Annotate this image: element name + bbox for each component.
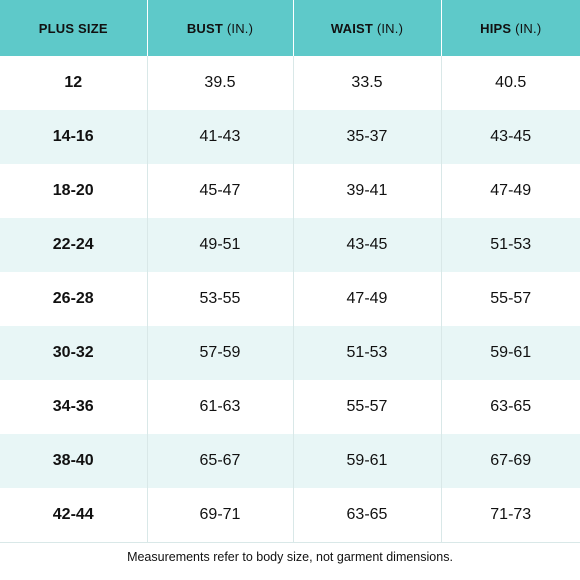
header-bust: BUST (IN.) <box>147 0 294 56</box>
table-row: 42-44 69-71 63-65 71-73 <box>0 488 580 543</box>
bust-cell: 65-67 <box>147 434 294 488</box>
header-plus-size: PLUS SIZE <box>0 0 148 56</box>
size-cell: 34-36 <box>0 380 148 434</box>
table-row: 38-40 65-67 59-61 67-69 <box>0 434 580 488</box>
size-cell: 38-40 <box>0 434 148 488</box>
hips-cell: 40.5 <box>495 74 527 91</box>
waist-cell: 43-45 <box>293 218 442 272</box>
size-cell: 14-16 <box>0 110 148 164</box>
size-table: PLUS SIZE BUST (IN.) WAIST (IN.) HIPS (I… <box>0 0 580 543</box>
bust-cell: 41-43 <box>147 110 294 164</box>
hips-cell: 63-65 <box>490 398 532 415</box>
header-waist: WAIST (IN.) <box>293 0 442 56</box>
bust-cell: 53-55 <box>147 272 294 326</box>
header-bust-unit: (IN.) <box>223 20 254 36</box>
footnote: Measurements refer to body size, not gar… <box>127 550 453 564</box>
waist-cell: 63-65 <box>293 488 442 543</box>
waist-cell: 35-37 <box>293 110 442 164</box>
header-bust-label: BUST <box>186 20 224 36</box>
header-waist-unit: (IN.) <box>373 20 404 36</box>
size-cell: 12 <box>0 56 148 110</box>
bust-cell: 49-51 <box>147 218 294 272</box>
waist-cell: 51-53 <box>293 326 442 380</box>
hips-cell: 47-49 <box>490 182 532 199</box>
header-hips-unit: (IN.) <box>511 20 542 36</box>
bust-cell: 61-63 <box>147 380 294 434</box>
header-waist-label: WAIST <box>330 20 374 36</box>
size-cell: 42-44 <box>0 488 148 543</box>
size-cell: 18-20 <box>0 164 148 218</box>
size-cell: 30-32 <box>0 326 148 380</box>
table-header-row: PLUS SIZE BUST (IN.) WAIST (IN.) HIPS (I… <box>0 0 580 56</box>
table-row: 14-16 41-43 35-37 43-45 <box>0 110 580 164</box>
bust-cell: 45-47 <box>147 164 294 218</box>
hips-cell: 51-53 <box>490 236 532 253</box>
size-cell: 22-24 <box>0 218 148 272</box>
hips-cell: 67-69 <box>490 452 532 469</box>
waist-cell: 47-49 <box>293 272 442 326</box>
table-row: 26-28 53-55 47-49 55-57 <box>0 272 580 326</box>
header-hips-label: HIPS <box>480 20 512 36</box>
hips-cell: 55-57 <box>490 290 532 307</box>
hips-cell: 71-73 <box>441 488 580 543</box>
hips-cell: 59-61 <box>490 344 532 361</box>
header-plus-size-label: PLUS SIZE <box>38 20 108 36</box>
waist-cell: 39-41 <box>293 164 442 218</box>
table-row: 12 39.5 33.5 40.5 <box>0 56 580 110</box>
bust-cell: 69-71 <box>147 488 294 543</box>
table-row: 22-24 49-51 43-45 51-53 <box>0 218 580 272</box>
bust-cell: 39.5 <box>147 56 294 110</box>
waist-cell: 59-61 <box>293 434 442 488</box>
bust-cell: 57-59 <box>147 326 294 380</box>
waist-cell: 55-57 <box>293 380 442 434</box>
waist-cell: 33.5 <box>293 56 442 110</box>
table-row: 18-20 45-47 39-41 47-49 <box>0 164 580 218</box>
table-row: 34-36 61-63 55-57 63-65 <box>0 380 580 434</box>
size-cell: 26-28 <box>0 272 148 326</box>
table-row: 30-32 57-59 51-53 59-61 <box>0 326 580 380</box>
header-hips: HIPS (IN.) <box>441 0 580 56</box>
hips-cell: 43-45 <box>490 128 532 145</box>
